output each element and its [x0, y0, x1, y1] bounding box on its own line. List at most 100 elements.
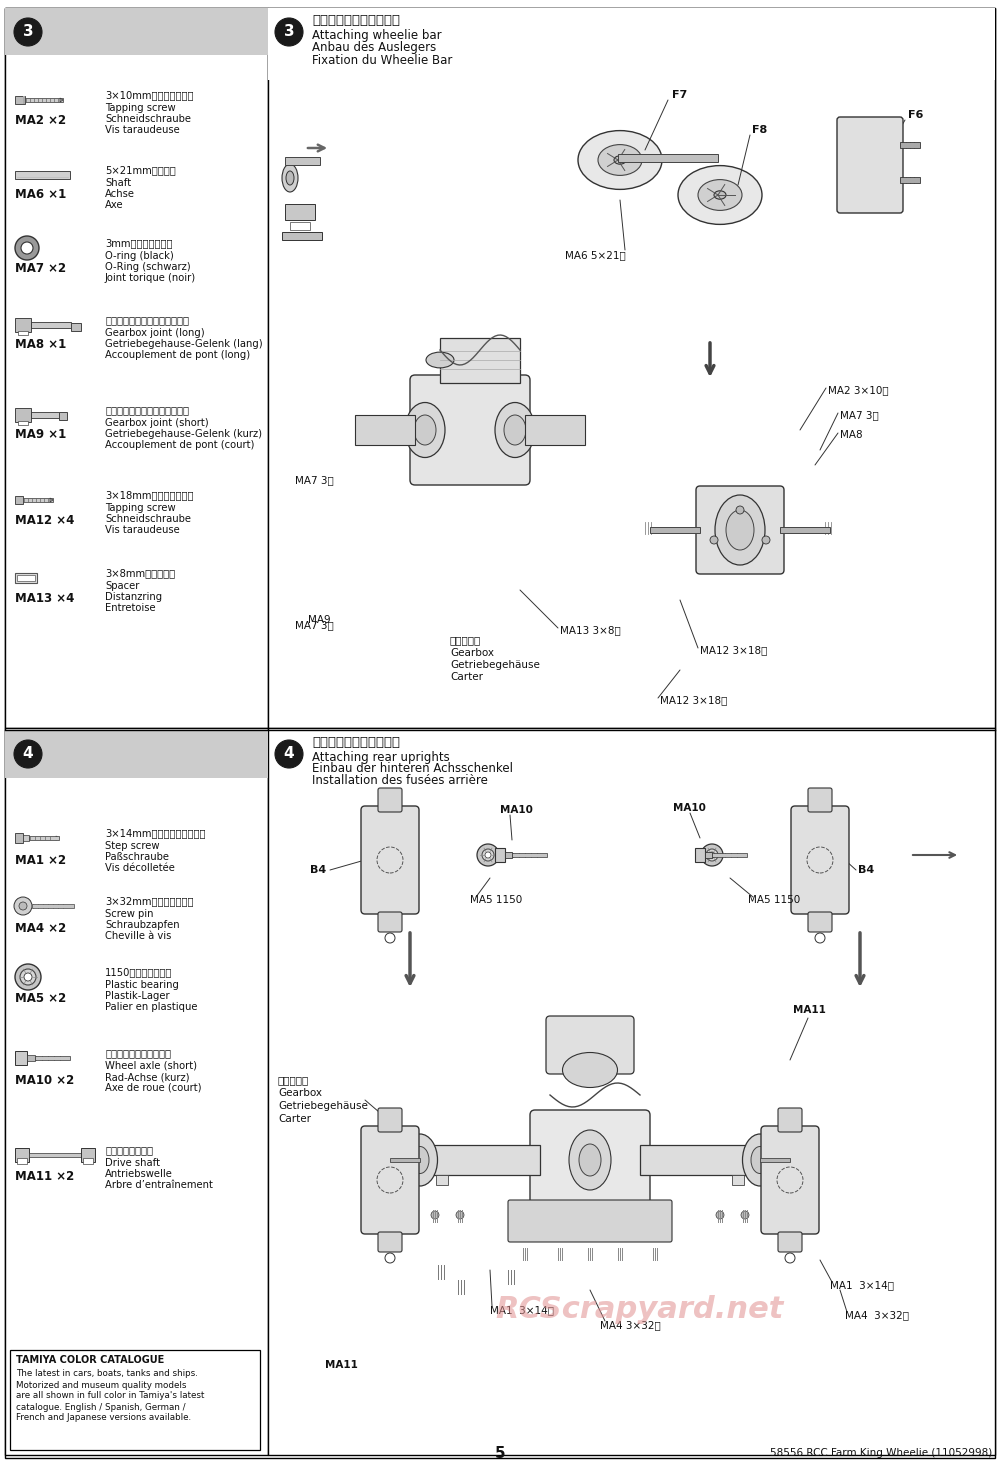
Ellipse shape [726, 509, 754, 550]
FancyBboxPatch shape [791, 807, 849, 914]
Ellipse shape [380, 846, 400, 874]
Text: Gearbox: Gearbox [278, 1088, 322, 1098]
Text: B4: B4 [310, 865, 326, 875]
Text: Getriebegehäuse: Getriebegehäuse [450, 660, 540, 671]
Bar [17, 1158, 27, 1164]
Text: Vis taraudeuse: Vis taraudeuse [105, 124, 180, 135]
Text: MA5 1150: MA5 1150 [748, 895, 800, 905]
Text: F8: F8 [752, 124, 767, 135]
Text: Shaft: Shaft [105, 179, 131, 187]
Text: Vis taraudeuse: Vis taraudeuse [105, 526, 180, 534]
Bar [18, 422, 28, 425]
Bar [15, 171, 70, 179]
Bar [10, 1350, 260, 1449]
Ellipse shape [402, 1135, 438, 1186]
Circle shape [20, 969, 36, 985]
Text: Gearbox joint (long): Gearbox joint (long) [105, 328, 205, 338]
Text: MA6 5×21㎜: MA6 5×21㎜ [565, 250, 626, 261]
Text: Plastic bearing: Plastic bearing [105, 979, 179, 990]
Text: Spacer: Spacer [105, 581, 139, 591]
Bar [290, 223, 310, 230]
Text: MA6 ×1: MA6 ×1 [15, 189, 66, 202]
Circle shape [885, 201, 895, 209]
Circle shape [885, 141, 895, 149]
Text: MA1  3×14㎜: MA1 3×14㎜ [830, 1280, 894, 1290]
FancyBboxPatch shape [361, 1126, 419, 1234]
Text: Getriebegehause-Gelenk (kurz): Getriebegehause-Gelenk (kurz) [105, 429, 262, 439]
Text: Accouplement de pont (court): Accouplement de pont (court) [105, 441, 254, 449]
Circle shape [497, 852, 503, 858]
FancyBboxPatch shape [361, 807, 419, 914]
Text: Installation des fusées arrière: Installation des fusées arrière [312, 774, 488, 788]
Text: MA12 ×4: MA12 ×4 [15, 514, 74, 527]
Text: ウイリーバーの取り付け: ウイリーバーの取り付け [312, 13, 400, 26]
Text: MA5 ×2: MA5 ×2 [15, 993, 66, 1006]
Bar [420, 1145, 540, 1176]
Text: Cheville à vis: Cheville à vis [105, 931, 171, 941]
Text: MA11: MA11 [793, 1004, 826, 1015]
Bar [83, 1158, 93, 1164]
Text: Tapping screw: Tapping screw [105, 102, 176, 113]
Bar [436, 1176, 448, 1184]
Text: F7: F7 [672, 89, 687, 100]
Text: Distanzring: Distanzring [105, 591, 162, 602]
Text: Tapping screw: Tapping screw [105, 504, 176, 512]
Bar [15, 572, 37, 583]
Text: MA12 3×18㎜: MA12 3×18㎜ [700, 646, 767, 654]
Bar [525, 414, 585, 445]
Text: MA7 3㎜: MA7 3㎜ [840, 410, 879, 420]
Text: Step screw: Step screw [105, 840, 160, 851]
Text: Vis décolletée: Vis décolletée [105, 862, 175, 873]
Text: MA11: MA11 [325, 1360, 358, 1370]
FancyBboxPatch shape [837, 117, 903, 212]
Text: Achse: Achse [105, 189, 135, 199]
Text: ギヤケース: ギヤケース [278, 1075, 309, 1085]
Circle shape [15, 963, 41, 990]
Bar [285, 203, 315, 220]
Text: 3×14mm段付タッピングビス: 3×14mm段付タッピングビス [105, 829, 206, 837]
Circle shape [741, 1211, 749, 1220]
FancyBboxPatch shape [378, 912, 402, 933]
FancyBboxPatch shape [378, 788, 402, 813]
Text: MA10 ×2: MA10 ×2 [15, 1073, 74, 1086]
Text: MA5 1150: MA5 1150 [470, 895, 522, 905]
Text: O-ring (black): O-ring (black) [105, 250, 174, 261]
Bar [695, 848, 705, 862]
Text: Gearbox joint (short): Gearbox joint (short) [105, 419, 209, 427]
Bar [15, 318, 31, 332]
Circle shape [14, 18, 42, 45]
Bar [268, 7, 995, 81]
Ellipse shape [810, 846, 830, 874]
Circle shape [706, 849, 718, 861]
Polygon shape [50, 498, 53, 502]
Bar [18, 331, 28, 335]
Bar [81, 1148, 95, 1162]
Bar [5, 731, 268, 777]
Text: 3×18mmタッピングビス: 3×18mmタッピングビス [105, 490, 194, 501]
Text: MA7 ×2: MA7 ×2 [15, 262, 66, 275]
Text: MA7 3㎜: MA7 3㎜ [295, 474, 334, 485]
Text: MA1  3×14㎜: MA1 3×14㎜ [490, 1304, 554, 1315]
Text: Antriebswelle: Antriebswelle [105, 1168, 173, 1179]
Circle shape [275, 739, 303, 769]
Circle shape [24, 974, 32, 981]
FancyBboxPatch shape [696, 486, 784, 574]
Circle shape [485, 852, 491, 858]
Text: Attaching wheelie bar: Attaching wheelie bar [312, 28, 442, 41]
Ellipse shape [598, 145, 642, 176]
Bar [512, 854, 547, 856]
Ellipse shape [504, 414, 526, 445]
Text: 3×8mmスペーサー: 3×8mmスペーサー [105, 568, 175, 578]
Ellipse shape [714, 190, 726, 199]
Circle shape [19, 902, 27, 911]
Circle shape [701, 845, 723, 867]
Ellipse shape [405, 403, 445, 457]
Ellipse shape [282, 164, 298, 192]
Bar [268, 728, 995, 1455]
Text: are all shown in full color in Tamiya's latest: are all shown in full color in Tamiya's … [16, 1391, 204, 1401]
Ellipse shape [771, 1154, 809, 1206]
Text: Joint torique (noir): Joint torique (noir) [105, 272, 196, 283]
Text: Einbau der hinteren Achsschenkel: Einbau der hinteren Achsschenkel [312, 763, 513, 776]
Circle shape [275, 18, 303, 45]
Bar [268, 7, 995, 728]
